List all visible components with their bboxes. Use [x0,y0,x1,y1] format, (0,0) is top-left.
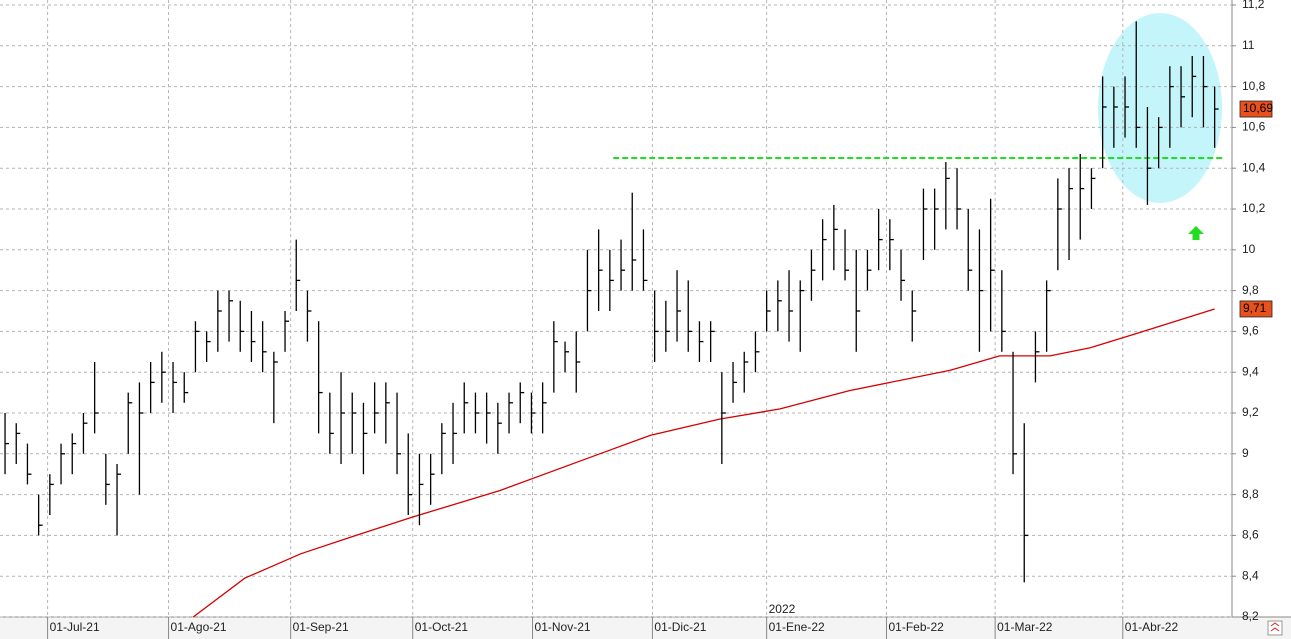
x-tick-label: 01-Feb-22 [888,620,944,634]
y-tick-label: 10,4 [1242,160,1266,174]
x-tick-label: 01-Sep-21 [293,620,349,634]
x-tick-label: 01-Mar-22 [997,620,1053,634]
x-tick-label: 01-Ago-21 [171,620,227,634]
price-label: 10,69 [1243,101,1273,115]
highlight-ellipse [1098,13,1222,203]
x-tick-label: 01-Oct-21 [415,620,469,634]
y-tick-label: 11,2 [1242,0,1265,11]
y-tick-label: 8,2 [1242,609,1259,623]
y-tick-label: 9,8 [1242,283,1259,297]
x-tick-label: 01-Abr-22 [1125,620,1179,634]
y-tick-label: 10,2 [1242,201,1266,215]
price-label-box [1239,100,1273,118]
x-tick-label: 01-Dic-21 [654,620,706,634]
price-label-box [1239,300,1273,318]
x-tick-label: 01-Ene-22 [769,620,825,634]
x-axis-strip [0,617,1291,639]
y-tick-label: 10,8 [1242,79,1266,93]
price-label: 9,71 [1243,301,1267,315]
year-label: 2022 [769,602,796,616]
y-tick-label: 9,2 [1242,405,1259,419]
y-tick-label: 11 [1242,38,1255,52]
x-tick-label: 01-Nov-21 [535,620,591,634]
y-tick-label: 10 [1242,242,1256,256]
y-tick-label: 10,6 [1242,120,1266,134]
y-tick-label: 8,8 [1242,487,1259,501]
moving-average-line [192,308,1215,618]
y-tick-label: 9,6 [1242,324,1259,338]
y-tick-label: 8,4 [1242,568,1259,582]
x-tick-label: 01-Jul-21 [50,620,100,634]
y-tick-label: 9,4 [1242,364,1259,378]
up-arrow [1188,226,1204,240]
corner-icon-glyph [1270,622,1280,632]
y-tick-label: 9 [1242,446,1249,460]
y-tick-label: 8,6 [1242,528,1259,542]
